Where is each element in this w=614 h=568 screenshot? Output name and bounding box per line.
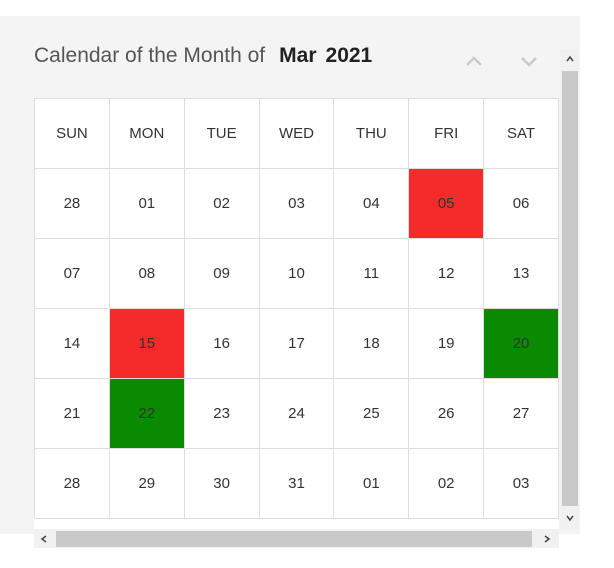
day-cell[interactable]: 01 <box>108 168 185 239</box>
horizontal-scrollbar[interactable] <box>34 529 559 548</box>
week-row: 28 01 02 03 04 05 06 <box>34 168 559 239</box>
day-cell[interactable]: 21 <box>34 378 110 449</box>
calendar-month: Mar <box>279 44 317 67</box>
day-cell[interactable]: 01 <box>333 448 410 519</box>
day-cell[interactable]: 02 <box>183 168 260 239</box>
day-cell[interactable]: 26 <box>408 378 485 449</box>
chevron-down-icon <box>521 57 537 67</box>
calendar-grid: SUN MON TUE WED THU FRI SAT 28 01 02 03 04 05 06 07 08… <box>34 98 559 519</box>
caret-up-icon <box>565 55 574 62</box>
day-cell[interactable]: 17 <box>258 308 335 379</box>
day-cell[interactable]: 31 <box>258 448 335 519</box>
day-cell[interactable]: 03 <box>258 168 335 239</box>
calendar-body: 28 01 02 03 04 05 06 07 08 09 10 11 12 13 14 15 16 17 18 19… <box>34 168 559 519</box>
day-cell[interactable]: 18 <box>333 308 410 379</box>
day-cell[interactable]: 30 <box>183 448 260 519</box>
day-cell[interactable]: 19 <box>408 308 485 379</box>
day-cell[interactable]: 06 <box>483 168 559 239</box>
calendar-header: Calendar of the Month of Mar 2021 <box>34 44 372 74</box>
day-cell[interactable]: 28 <box>34 168 110 239</box>
scroll-up-arrow[interactable] <box>560 51 579 67</box>
day-cell[interactable]: 03 <box>483 448 559 519</box>
day-cell[interactable]: 27 <box>483 378 559 449</box>
previous-month-button[interactable] <box>462 49 486 73</box>
scroll-left-arrow[interactable] <box>36 529 52 548</box>
caret-right-icon <box>544 534 551 543</box>
calendar-year: 2021 <box>325 44 373 67</box>
caret-left-icon <box>40 534 47 543</box>
day-cell[interactable]: 07 <box>34 238 110 309</box>
day-cell[interactable]: 16 <box>183 308 260 379</box>
calendar-viewport: SUN MON TUE WED THU FRI SAT 28 01 02 03 04 05 06 07 08… <box>34 98 559 529</box>
weekday-thu: THU <box>333 98 410 169</box>
chevron-up-icon <box>466 56 482 66</box>
vertical-scrollbar[interactable] <box>560 49 579 529</box>
day-cell[interactable]: 05 <box>408 168 485 239</box>
day-cell[interactable]: 13 <box>483 238 559 309</box>
weekday-wed: WED <box>258 98 335 169</box>
calendar-panel: Calendar of the Month of Mar 2021 SUN MON… <box>0 16 580 548</box>
day-cell[interactable]: 22 <box>108 378 185 449</box>
day-cell[interactable]: 29 <box>108 448 185 519</box>
day-cell[interactable]: 12 <box>408 238 485 309</box>
day-cell[interactable]: 04 <box>333 168 410 239</box>
day-cell[interactable]: 09 <box>183 238 260 309</box>
day-cell[interactable]: 24 <box>258 378 335 449</box>
week-row: 07 08 09 10 11 12 13 <box>34 238 559 309</box>
week-row: 28 29 30 31 01 02 03 <box>34 448 559 519</box>
day-cell[interactable]: 20 <box>483 308 559 379</box>
weekday-tue: TUE <box>183 98 260 169</box>
weekday-header-row: SUN MON TUE WED THU FRI SAT <box>34 98 559 169</box>
day-cell[interactable]: 23 <box>183 378 260 449</box>
weekday-sun: SUN <box>34 98 110 169</box>
vertical-scroll-thumb[interactable] <box>562 71 578 506</box>
weekday-mon: MON <box>108 98 185 169</box>
day-cell[interactable]: 28 <box>34 448 110 519</box>
week-row: 21 22 23 24 25 26 27 <box>34 378 559 449</box>
next-month-button[interactable] <box>517 49 541 73</box>
day-cell[interactable]: 25 <box>333 378 410 449</box>
day-cell[interactable]: 14 <box>34 308 110 379</box>
day-cell[interactable]: 08 <box>108 238 185 309</box>
week-row: 14 15 16 17 18 19 20 <box>34 308 559 379</box>
weekday-fri: FRI <box>408 98 485 169</box>
caret-down-icon <box>565 515 574 522</box>
horizontal-scroll-thumb[interactable] <box>56 531 532 547</box>
scroll-down-arrow[interactable] <box>560 510 579 526</box>
calendar-title: Calendar of the Month of <box>34 44 266 67</box>
day-cell[interactable]: 10 <box>258 238 335 309</box>
scroll-right-arrow[interactable] <box>539 529 555 548</box>
day-cell[interactable]: 11 <box>333 238 410 309</box>
day-cell[interactable]: 02 <box>408 448 485 519</box>
weekday-sat: SAT <box>483 98 559 169</box>
day-cell[interactable]: 15 <box>108 308 185 379</box>
